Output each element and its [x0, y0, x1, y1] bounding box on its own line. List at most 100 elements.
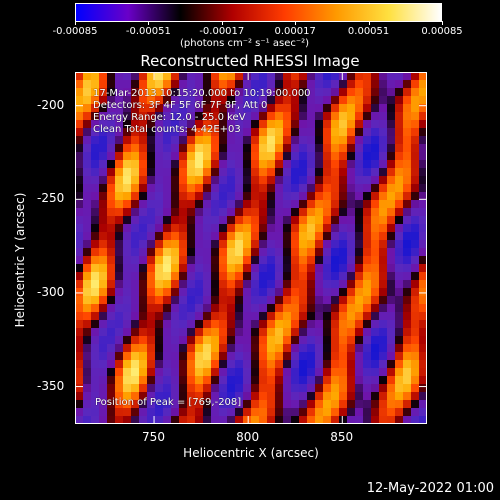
heatmap-cell	[291, 232, 300, 241]
heatmap-cell	[403, 344, 412, 353]
heatmap-cell	[235, 192, 244, 201]
heatmap-cell	[251, 272, 260, 281]
heatmap-cell	[107, 136, 116, 145]
heatmap-cell	[251, 192, 260, 201]
heatmap-cell	[147, 312, 156, 321]
heatmap-cell	[179, 88, 188, 97]
heatmap-cell	[99, 360, 108, 369]
heatmap-cell	[315, 184, 324, 193]
heatmap-cell	[387, 240, 396, 249]
heatmap-cell	[163, 408, 172, 417]
heatmap-cell	[251, 152, 260, 161]
heatmap-cell	[251, 392, 260, 401]
heatmap-cell	[419, 224, 427, 233]
heatmap-cell	[139, 264, 148, 273]
heatmap-cell	[411, 208, 420, 217]
heatmap-cell	[363, 344, 372, 353]
heatmap-cell	[211, 272, 220, 281]
heatmap-cell	[307, 112, 316, 121]
heatmap-cell	[107, 392, 116, 401]
heatmap-cell	[251, 288, 260, 297]
heatmap-cell	[379, 248, 388, 257]
heatmap-cell	[211, 256, 220, 265]
heatmap-cell	[419, 304, 427, 313]
heatmap-cell	[387, 400, 396, 409]
heatmap-cell	[395, 264, 404, 273]
heatmap-cell	[227, 408, 236, 417]
heatmap-cell	[75, 320, 84, 329]
heatmap-cell	[75, 312, 84, 321]
heatmap-cell	[259, 104, 268, 113]
heatmap-cell	[267, 392, 276, 401]
colorbar-tick-label: 0.00051	[347, 26, 390, 37]
heatmap-cell	[419, 240, 427, 249]
heatmap-cell	[307, 392, 316, 401]
heatmap-cell	[83, 288, 92, 297]
heatmap-cell	[163, 264, 172, 273]
heatmap-cell	[139, 272, 148, 281]
heatmap-cell	[315, 264, 324, 273]
heatmap-cell	[99, 128, 108, 137]
heatmap-cell	[219, 128, 228, 137]
heatmap-cell	[395, 152, 404, 161]
heatmap-cell	[395, 288, 404, 297]
heatmap-cell	[251, 72, 260, 81]
heatmap-cell	[355, 336, 364, 345]
heatmap-cell	[219, 184, 228, 193]
heatmap-cell	[107, 288, 116, 297]
heatmap-cell	[411, 240, 420, 249]
heatmap-cell	[363, 112, 372, 121]
heatmap-cell	[371, 272, 380, 281]
heatmap-cell	[219, 152, 228, 161]
heatmap-cell	[91, 104, 100, 113]
heatmap-cell	[331, 384, 340, 393]
heatmap-cell	[307, 264, 316, 273]
heatmap-cell	[403, 176, 412, 185]
heatmap-cell	[195, 320, 204, 329]
heatmap-cell	[147, 376, 156, 385]
heatmap-cell	[139, 240, 148, 249]
heatmap-cell	[115, 352, 124, 361]
heatmap-cell	[179, 312, 188, 321]
heatmap-cell	[107, 112, 116, 121]
heatmap-cell	[323, 160, 332, 169]
heatmap-cell	[331, 400, 340, 409]
heatmap-cell	[387, 72, 396, 81]
heatmap-cell	[83, 400, 92, 409]
heatmap-cell	[107, 312, 116, 321]
heatmap-cell	[251, 104, 260, 113]
heatmap-cell	[355, 104, 364, 113]
heatmap-cell	[203, 208, 212, 217]
heatmap-cell	[323, 112, 332, 121]
heatmap-cell	[243, 408, 252, 417]
heatmap-cell	[315, 152, 324, 161]
heatmap-cell	[259, 120, 268, 129]
heatmap-cell	[131, 328, 140, 337]
heatmap-cell	[131, 72, 140, 81]
heatmap-cell	[411, 248, 420, 257]
heatmap-cell	[339, 368, 348, 377]
heatmap-cell	[123, 344, 132, 353]
heatmap-cell	[395, 328, 404, 337]
heatmap-cell	[219, 168, 228, 177]
heatmap-cell	[155, 176, 164, 185]
heatmap-cell	[211, 120, 220, 129]
heatmap-cell	[91, 280, 100, 289]
heatmap-cell	[275, 400, 284, 409]
heatmap-cell	[355, 112, 364, 121]
heatmap-cell	[403, 336, 412, 345]
heatmap-cell	[299, 336, 308, 345]
heatmap-cell	[147, 232, 156, 241]
heatmap-cell	[163, 192, 172, 201]
heatmap-cell	[331, 168, 340, 177]
heatmap-cell	[379, 280, 388, 289]
heatmap-cell	[411, 112, 420, 121]
heatmap-cell	[331, 184, 340, 193]
heatmap-cell	[187, 384, 196, 393]
heatmap-cell	[363, 392, 372, 401]
heatmap-cell	[419, 328, 427, 337]
heatmap-cell	[243, 328, 252, 337]
heatmap-cell	[195, 312, 204, 321]
heatmap-cell	[315, 256, 324, 265]
heatmap-cell	[211, 160, 220, 169]
